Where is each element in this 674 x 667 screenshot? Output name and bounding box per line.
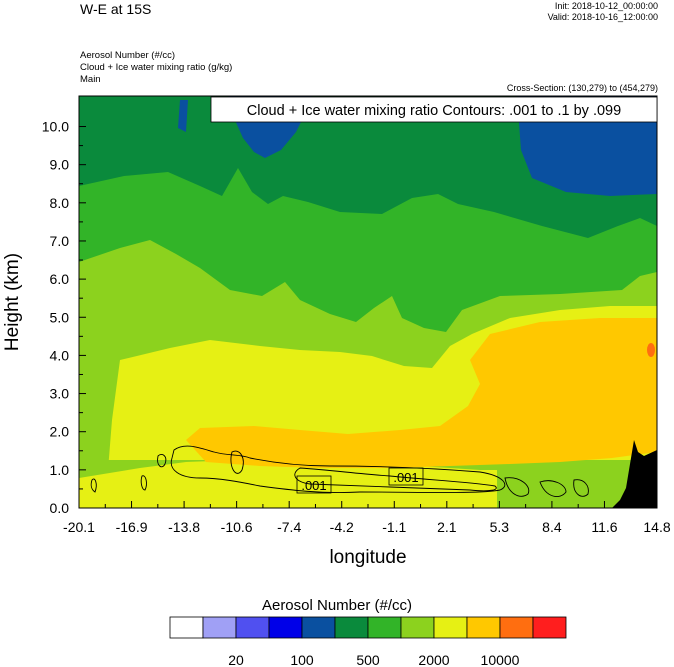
contour-line xyxy=(170,445,506,493)
colorbar-swatch xyxy=(532,616,567,639)
field-yellow-region xyxy=(79,460,618,508)
y-tick-label: 8.0 xyxy=(50,195,70,211)
x-tick-label: 8.4 xyxy=(542,519,562,535)
y-tick-label: 3.0 xyxy=(50,386,70,402)
valid-time-label: Valid: 2018-10-16_12:00:00 xyxy=(547,12,658,22)
cross-section-label: Cross-Section: (130,279) to (454,279) xyxy=(506,83,658,93)
colorbar-label: 10000 xyxy=(481,652,520,667)
field-blue-region xyxy=(178,100,188,132)
contour-line xyxy=(90,478,97,493)
contour-line xyxy=(573,479,589,497)
contour-line xyxy=(140,475,147,491)
field-red-region xyxy=(647,343,655,357)
colorbar-swatch xyxy=(202,616,237,639)
colorbar-swatch xyxy=(169,616,204,639)
colorbar-swatch xyxy=(235,616,270,639)
colorbar-swatch xyxy=(268,616,303,639)
y-tick-label: 2.0 xyxy=(50,424,70,440)
svg-text:.001: .001 xyxy=(393,470,418,485)
y-tick-label: 6.0 xyxy=(50,271,70,287)
field-label-aerosol: Aerosol Number (#/cc) xyxy=(80,50,176,61)
y-tick-label: 5.0 xyxy=(50,309,70,325)
x-tick-label: -16.9 xyxy=(116,519,148,535)
y-tick-label: 7.0 xyxy=(50,233,70,249)
colorbar-title: Aerosol Number (#/cc) xyxy=(261,597,413,614)
contour-line xyxy=(157,453,167,468)
colorbar-swatch xyxy=(400,616,435,639)
contour-label-2: .001 xyxy=(388,467,424,486)
x-tick-label: -20.1 xyxy=(63,519,95,535)
y-tick-label: 4.0 xyxy=(50,347,70,363)
contour-line xyxy=(539,480,567,498)
cloud-ice-contours xyxy=(90,445,589,498)
field-label-main: Main xyxy=(80,74,101,85)
y-axis-label: Height (km) xyxy=(2,253,23,351)
x-tick-label: 2.1 xyxy=(437,519,457,535)
field-label-cloud-ice: Cloud + Ice water mixing ratio (g/kg) xyxy=(80,62,233,73)
figure-title: W-E at 15S xyxy=(80,1,152,17)
colorbar-swatch xyxy=(499,616,534,639)
x-tick-label: -10.6 xyxy=(221,519,253,535)
colorbar-label: 500 xyxy=(356,652,380,667)
terrain-mask xyxy=(612,440,657,508)
colorbar-swatch xyxy=(433,616,468,639)
x-tick-label: 5.3 xyxy=(490,519,510,535)
contour-label-1: .001 xyxy=(296,475,332,494)
colorbar-swatch xyxy=(466,616,501,639)
colorbar-label: 2000 xyxy=(418,652,449,667)
y-tick-label: 0.0 xyxy=(50,500,70,516)
contour-line xyxy=(294,467,497,492)
x-tick-label: -1.1 xyxy=(382,519,406,535)
field-light-green-region xyxy=(497,470,620,508)
y-tick-label: 1.0 xyxy=(50,462,70,478)
aerosol-field xyxy=(79,96,657,508)
x-tick-label: -13.8 xyxy=(168,519,200,535)
svg-text:.001: .001 xyxy=(301,478,326,493)
y-tick-label: 9.0 xyxy=(50,157,70,173)
init-time-label: Init: 2018-10-12_00:00:00 xyxy=(554,1,658,11)
colorbar: 20 100 500 2000 10000 xyxy=(169,616,567,667)
contour-line xyxy=(230,450,244,474)
field-orange-region xyxy=(186,318,657,468)
x-tick-label: 11.6 xyxy=(591,519,617,535)
x-axis: -20.1 -16.9 -13.8 -10.6 -7.4 -4.2 -1.1 2.1 5.3 8.… xyxy=(63,501,671,535)
x-tick-label: -7.4 xyxy=(277,519,301,535)
x-tick-label: 14.8 xyxy=(643,519,670,535)
colorbar-swatch xyxy=(301,616,336,639)
colorbar-swatch xyxy=(334,616,369,639)
y-tick-label: 10.0 xyxy=(42,119,69,135)
colorbar-label: 100 xyxy=(290,652,314,667)
colorbar-swatch xyxy=(367,616,402,639)
x-tick-label: -4.2 xyxy=(330,519,354,535)
contour-title-box: Cloud + Ice water mixing ratio Contours:… xyxy=(210,96,658,123)
y-axis: 0.0 1.0 2.0 3.0 4.0 5.0 6.0 7.0 8.0 9.0 10.0 xyxy=(42,119,86,516)
contour-line xyxy=(504,477,530,497)
colorbar-label: 20 xyxy=(228,652,244,667)
contour-title: Cloud + Ice water mixing ratio Contours:… xyxy=(247,103,621,119)
x-axis-label: longitude xyxy=(329,547,406,568)
